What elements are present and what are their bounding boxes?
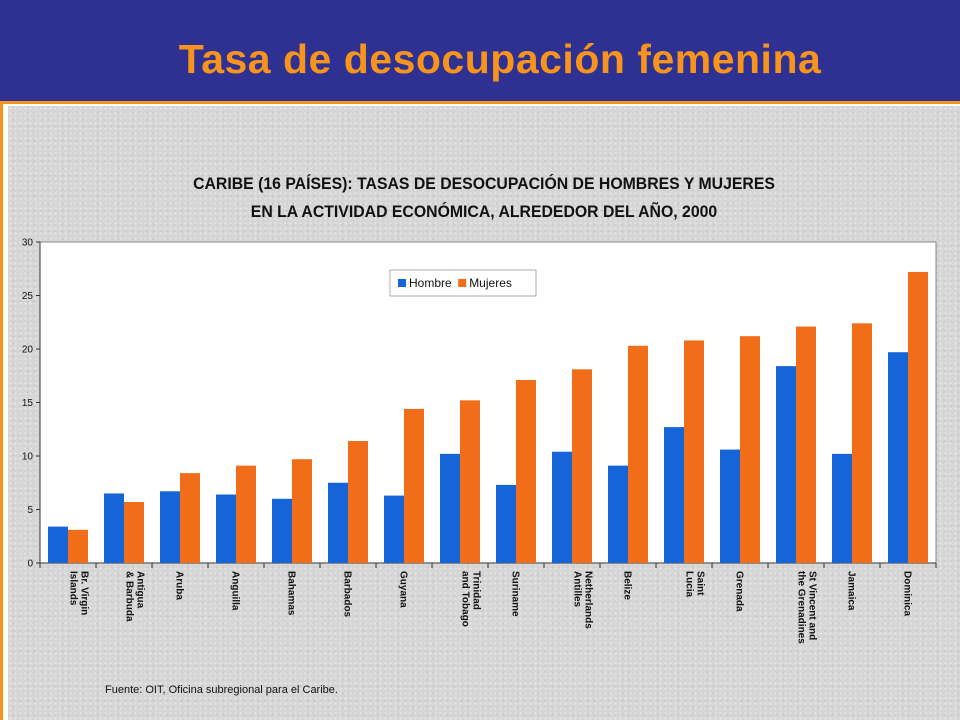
bar-mujeres bbox=[348, 441, 368, 563]
y-tick-label: 10 bbox=[22, 452, 34, 463]
x-category-label: Br. Virgin bbox=[79, 571, 90, 615]
bar-hombre bbox=[48, 526, 68, 563]
bar-mujeres bbox=[740, 336, 760, 563]
bar-mujeres bbox=[68, 529, 88, 563]
x-category-label: the Grenadines bbox=[796, 571, 807, 644]
x-category-label-group: Antigua& Barbuda bbox=[124, 571, 146, 622]
y-tick-label: 5 bbox=[27, 505, 33, 516]
bar-hombre bbox=[832, 453, 852, 563]
x-category-label: Islands bbox=[68, 571, 79, 606]
bar-mujeres bbox=[180, 473, 200, 563]
bar-hombre bbox=[440, 453, 460, 563]
x-category-label-group: Bahamas bbox=[286, 571, 297, 616]
bar-hombre bbox=[160, 491, 180, 563]
x-category-label: Trinidad bbox=[471, 571, 482, 610]
legend-swatch-hombre bbox=[398, 279, 406, 287]
bar-mujeres bbox=[852, 323, 872, 563]
x-category-label: Guyana bbox=[398, 571, 409, 608]
bar-hombre bbox=[104, 493, 124, 563]
y-tick-label: 25 bbox=[22, 291, 34, 302]
x-category-label: Netherlands bbox=[583, 571, 594, 629]
x-category-label-group: Guyana bbox=[398, 571, 409, 608]
source-note: Fuente: OIT, Oficina subregional para el… bbox=[105, 684, 338, 696]
legend-label-hombre: Hombre bbox=[409, 276, 452, 290]
x-category-label-group: Suriname bbox=[510, 571, 521, 617]
bar-mujeres bbox=[124, 502, 144, 563]
x-category-label: St Vincent and bbox=[807, 571, 818, 640]
x-category-label: Bahamas bbox=[286, 571, 297, 616]
header-accent-rule bbox=[0, 101, 960, 104]
x-category-label: Lucia bbox=[684, 571, 695, 598]
slide-header: Tasa de desocupación femenina bbox=[0, 0, 960, 101]
x-category-label-group: Barbados bbox=[342, 571, 353, 618]
bar-hombre bbox=[496, 484, 516, 563]
chart-panel: CARIBE (16 PAÍSES): TASAS DE DESOCUPACIÓ… bbox=[8, 106, 960, 720]
x-category-label-group: Jamaica bbox=[846, 571, 857, 611]
x-category-label-group: Aruba bbox=[174, 571, 185, 600]
y-tick-label: 20 bbox=[22, 345, 34, 356]
bar-mujeres bbox=[796, 326, 816, 563]
bar-mujeres bbox=[572, 369, 592, 563]
bar-mujeres bbox=[404, 408, 424, 563]
chart-title: CARIBE (16 PAÍSES): TASAS DE DESOCUPACIÓ… bbox=[41, 170, 926, 226]
slide-title: Tasa de desocupación femenina bbox=[178, 36, 822, 82]
bar-mujeres bbox=[292, 459, 312, 563]
bar-hombre bbox=[776, 366, 796, 563]
bar-mujeres bbox=[684, 340, 704, 563]
y-tick-label: 0 bbox=[27, 559, 33, 570]
x-category-label: Anguilla bbox=[230, 571, 241, 611]
bar-hombre bbox=[384, 495, 404, 563]
x-category-label: Antilles bbox=[572, 571, 583, 608]
bar-hombre bbox=[720, 449, 740, 563]
x-category-label: Jamaica bbox=[846, 571, 857, 611]
x-category-label: Grenada bbox=[734, 571, 745, 612]
left-accent-rule bbox=[0, 104, 3, 720]
x-category-label: Dominica bbox=[902, 571, 913, 616]
x-category-label: Suriname bbox=[510, 571, 521, 617]
bar-mujeres bbox=[236, 465, 256, 563]
legend-label-mujeres: Mujeres bbox=[469, 276, 512, 290]
bar-hombre bbox=[272, 498, 292, 563]
x-category-label: Saint bbox=[695, 571, 706, 596]
bar-hombre bbox=[328, 482, 348, 563]
chart-title-line-2: EN LA ACTIVIDAD ECONÓMICA, ALREDEDOR DEL… bbox=[250, 202, 718, 221]
x-category-label: Aruba bbox=[174, 571, 185, 600]
bar-mujeres bbox=[908, 271, 928, 563]
y-tick-label: 15 bbox=[22, 398, 34, 409]
bar-mujeres bbox=[460, 400, 480, 563]
x-category-label-group: Anguilla bbox=[230, 571, 241, 611]
bar-hombre bbox=[888, 352, 908, 563]
x-category-label: and Tobago bbox=[460, 571, 471, 627]
x-category-label-group: Belize bbox=[622, 571, 633, 600]
x-category-label-group: Dominica bbox=[902, 571, 913, 616]
bar-mujeres bbox=[516, 380, 536, 563]
bar-hombre bbox=[664, 427, 684, 563]
bar-hombre bbox=[608, 465, 628, 563]
x-category-label: Belize bbox=[622, 571, 633, 600]
x-category-label-group: Grenada bbox=[734, 571, 745, 612]
x-category-label: Antigua bbox=[135, 571, 146, 609]
x-category-label: & Barbuda bbox=[124, 571, 135, 622]
x-category-label: Barbados bbox=[342, 571, 353, 618]
chart-title-line-1: CARIBE (16 PAÍSES): TASAS DE DESOCUPACIÓ… bbox=[193, 174, 775, 193]
bar-mujeres bbox=[628, 345, 648, 563]
legend-swatch-mujeres bbox=[458, 279, 467, 287]
y-tick-label: 30 bbox=[22, 238, 34, 249]
bar-hombre bbox=[216, 494, 236, 563]
bar-hombre bbox=[552, 451, 572, 563]
